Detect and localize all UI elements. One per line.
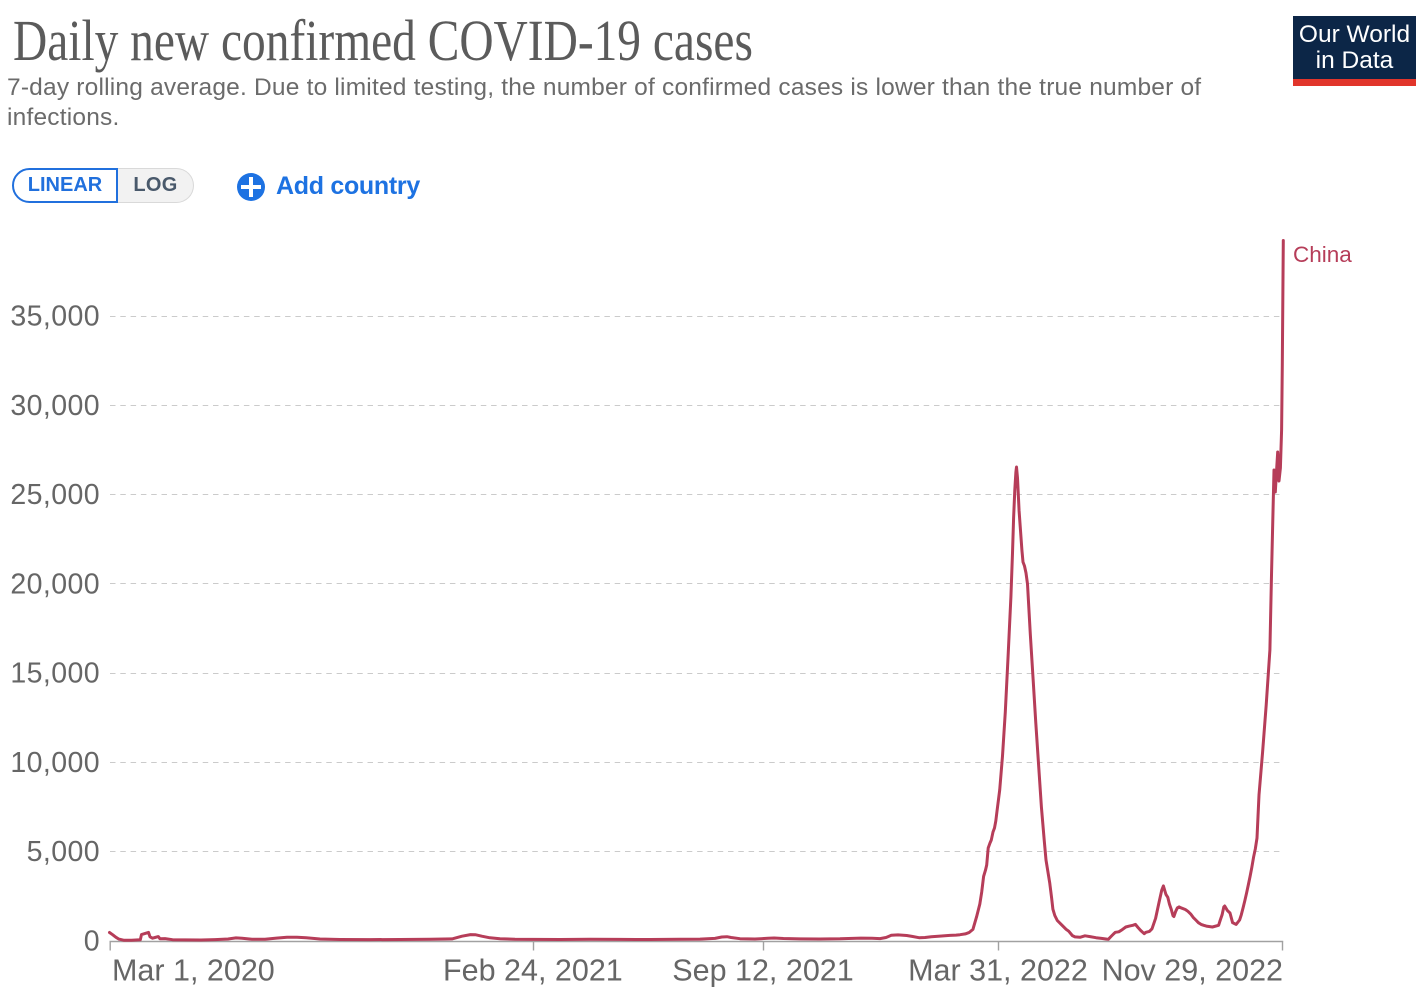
svg-text:35,000: 35,000 <box>10 301 100 333</box>
svg-text:5,000: 5,000 <box>27 836 100 868</box>
svg-text:10,000: 10,000 <box>10 747 100 779</box>
svg-text:Sep 12, 2021: Sep 12, 2021 <box>672 954 853 988</box>
svg-text:0: 0 <box>84 926 100 958</box>
svg-text:Feb 24, 2021: Feb 24, 2021 <box>443 954 623 988</box>
svg-text:Nov 29, 2022: Nov 29, 2022 <box>1102 954 1283 988</box>
svg-text:Mar 31, 2022: Mar 31, 2022 <box>908 954 1088 988</box>
svg-text:20,000: 20,000 <box>10 568 100 600</box>
svg-text:Mar 1, 2020: Mar 1, 2020 <box>112 954 275 988</box>
svg-text:15,000: 15,000 <box>10 658 100 690</box>
svg-text:25,000: 25,000 <box>10 479 100 511</box>
svg-text:China: China <box>1293 242 1352 267</box>
svg-text:30,000: 30,000 <box>10 390 100 422</box>
